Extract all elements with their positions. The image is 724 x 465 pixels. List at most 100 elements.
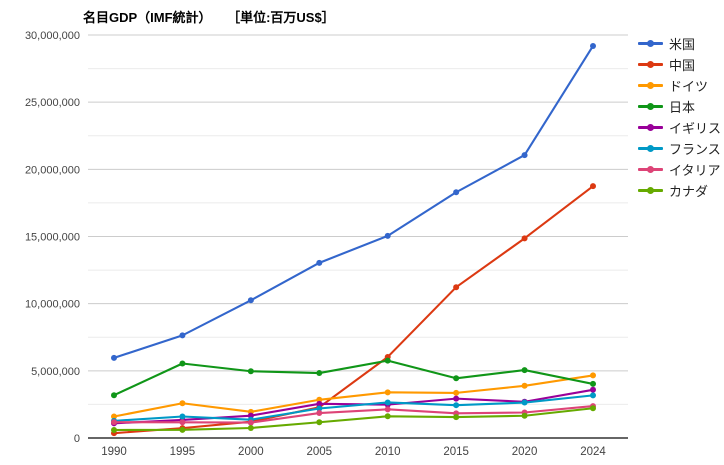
data-point[interactable]: [247, 419, 254, 426]
legend-item-france: フランス: [638, 138, 721, 159]
data-point[interactable]: [179, 419, 186, 426]
data-point[interactable]: [384, 389, 391, 396]
x-tick-label: 2020: [512, 446, 538, 458]
data-point[interactable]: [247, 424, 254, 431]
chart-unit-label: ［単位:百万US$］: [233, 10, 335, 25]
legend-line-marker-icon: [638, 103, 663, 111]
data-point[interactable]: [521, 399, 528, 406]
legend-item-uk: イギリス: [638, 117, 721, 138]
legend-line-marker-icon: [638, 82, 663, 90]
data-point[interactable]: [590, 380, 596, 387]
data-point[interactable]: [453, 375, 460, 382]
data-point[interactable]: [453, 402, 460, 409]
series-line-2[interactable]: [112, 374, 595, 418]
series-line-3[interactable]: [112, 359, 595, 397]
x-tick-label: 2000: [238, 446, 264, 458]
series-line-4[interactable]: [112, 388, 595, 425]
series-line-5[interactable]: [112, 394, 595, 422]
data-point[interactable]: [111, 392, 117, 399]
chart-legend: 米国 中国 ドイツ 日本 イギリス フランス イタリア カナダ: [638, 33, 721, 201]
legend-label: 日本: [669, 100, 696, 115]
data-point[interactable]: [590, 42, 596, 49]
data-point[interactable]: [111, 419, 117, 426]
y-tick-label: 0: [74, 433, 80, 445]
legend-label: 中国: [669, 58, 696, 73]
chart-title: 名目GDP（IMF統計） ［単位:百万US$］: [83, 7, 335, 26]
data-point[interactable]: [590, 372, 596, 379]
data-point[interactable]: [384, 357, 391, 364]
x-tick-label: 1995: [170, 446, 196, 458]
legend-line-marker-icon: [638, 145, 663, 153]
y-tick-label: 25,000,000: [25, 97, 80, 109]
data-point[interactable]: [179, 413, 186, 420]
data-point[interactable]: [521, 382, 528, 389]
y-tick-label: 30,000,000: [25, 30, 80, 42]
legend-item-japan: 日本: [638, 96, 721, 117]
chart-title-text: 名目GDP（IMF統計）: [83, 10, 212, 25]
legend-line-marker-icon: [638, 61, 663, 69]
data-point[interactable]: [384, 413, 391, 420]
y-tick-label: 10,000,000: [25, 299, 80, 311]
legend-label: イギリス: [669, 121, 722, 136]
data-point[interactable]: [316, 410, 323, 417]
legend-item-germany: ドイツ: [638, 75, 721, 96]
data-point[interactable]: [590, 392, 596, 399]
x-tick-label: 2015: [443, 446, 469, 458]
x-tick-label: 2010: [375, 446, 401, 458]
data-point[interactable]: [590, 183, 596, 190]
data-point[interactable]: [111, 354, 117, 361]
x-tick-label: 2005: [306, 446, 332, 458]
data-point[interactable]: [521, 152, 528, 159]
data-point[interactable]: [179, 426, 186, 433]
data-point[interactable]: [590, 386, 596, 393]
data-point[interactable]: [453, 284, 460, 291]
data-point[interactable]: [179, 400, 186, 407]
legend-item-italy: イタリア: [638, 159, 721, 180]
data-point[interactable]: [316, 259, 323, 266]
data-point[interactable]: [179, 332, 186, 339]
series-line-0[interactable]: [112, 44, 595, 359]
data-point[interactable]: [384, 399, 391, 406]
data-point[interactable]: [521, 367, 528, 374]
legend-label: イタリア: [669, 163, 721, 178]
data-point[interactable]: [316, 405, 323, 412]
series-line-7[interactable]: [112, 407, 595, 432]
data-point[interactable]: [316, 419, 323, 426]
data-point[interactable]: [316, 370, 323, 377]
x-tick-label: 2024: [580, 446, 606, 458]
data-point[interactable]: [247, 297, 254, 304]
legend-item-china: 中国: [638, 54, 721, 75]
data-point[interactable]: [590, 405, 596, 412]
data-point[interactable]: [453, 395, 460, 402]
data-point[interactable]: [453, 389, 460, 396]
data-point[interactable]: [453, 189, 460, 196]
data-point[interactable]: [384, 406, 391, 413]
legend-line-marker-icon: [638, 166, 663, 174]
legend-line-marker-icon: [638, 187, 663, 195]
data-point[interactable]: [179, 360, 186, 367]
y-tick-label: 15,000,000: [25, 232, 80, 244]
data-point[interactable]: [384, 232, 391, 239]
legend-item-canada: カナダ: [638, 180, 721, 201]
y-tick-label: 5,000,000: [31, 366, 80, 378]
legend-label: 米国: [669, 37, 696, 52]
data-point[interactable]: [453, 414, 460, 421]
x-tick-label: 1990: [101, 446, 127, 458]
data-point[interactable]: [521, 235, 528, 242]
y-tick-label: 20,000,000: [25, 164, 80, 176]
legend-label: ドイツ: [669, 79, 709, 94]
data-point[interactable]: [521, 412, 528, 419]
legend-label: カナダ: [669, 184, 709, 199]
data-point[interactable]: [316, 400, 323, 407]
data-point[interactable]: [111, 413, 117, 420]
legend-line-marker-icon: [638, 40, 663, 48]
data-point[interactable]: [247, 368, 254, 375]
legend-item-usa: 米国: [638, 33, 721, 54]
legend-line-marker-icon: [638, 124, 663, 132]
series-line-1[interactable]: [112, 185, 595, 435]
data-point[interactable]: [111, 426, 117, 433]
series-line-6[interactable]: [112, 405, 595, 424]
legend-label: フランス: [669, 142, 721, 157]
